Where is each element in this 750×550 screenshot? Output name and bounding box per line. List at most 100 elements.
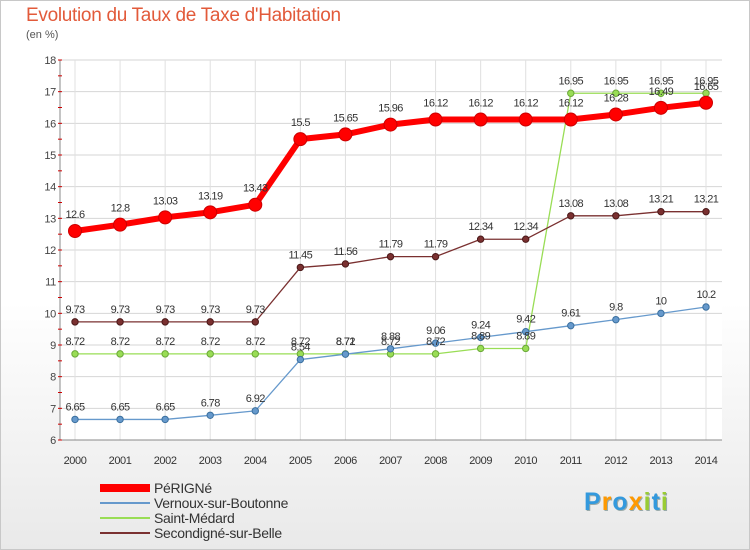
data-label: 13.08 [559,198,584,210]
logo-letter: i [643,488,652,516]
data-point [116,415,124,424]
data-point [522,235,530,243]
y-tick-label: 16 [44,118,56,130]
data-point [699,95,713,110]
data-label: 9.73 [111,304,130,316]
data-label: 8.89 [516,330,535,342]
y-tick-label: 15 [44,150,56,162]
data-label: 9.73 [156,304,175,316]
y-tick-label: 17 [44,87,56,99]
chart-title: Evolution du Taux de Taxe d'Habitation [26,5,341,26]
data-point [113,217,128,232]
data-label: 6.78 [201,397,220,409]
data-point [341,350,350,358]
legend-item: Vernoux-sur-Boutonne [100,494,289,511]
data-label: 8.72 [65,336,84,348]
data-point [612,315,620,324]
y-tick-label: 11 [45,277,56,289]
data-point [383,117,398,132]
data-point [206,318,214,326]
data-point [608,107,623,122]
data-label: 16.28 [604,92,629,104]
data-point [563,112,578,127]
data-label: 12.6 [65,209,84,221]
data-label: 8.72 [426,336,445,348]
data-label: 6.65 [156,401,175,413]
x-tick-label: 2001 [109,455,132,467]
legend-label: Secondigné-sur-Belle [154,524,282,541]
x-tick-label: 2013 [649,455,672,467]
data-label: 16.65 [694,81,719,93]
x-tick-label: 2014 [695,455,718,467]
data-label: 9.06 [426,325,445,337]
data-label: 11.56 [334,246,358,258]
x-tick-label: 2012 [604,455,627,467]
x-tick-label: 2005 [289,455,312,467]
data-point [567,212,575,220]
data-point [431,252,440,261]
data-label: 13.43 [243,183,268,195]
data-label: 10 [655,295,667,307]
data-point [296,355,305,364]
legend-label: PéRIGNé [154,479,212,496]
data-point [657,207,665,216]
data-point [203,205,218,220]
data-label: 11.45 [288,249,312,261]
chart-legend: PéRIGNé Vernoux-sur-Boutonne Saint-Médard S… [100,479,289,541]
data-label: 16.95 [649,75,674,87]
data-label: 8.72 [336,336,355,348]
legend-label: Vernoux-sur-Boutonne [154,494,289,511]
data-point [476,235,485,243]
data-point [522,344,530,353]
data-point [476,344,485,353]
y-tick-label: 10 [44,308,56,320]
data-point [161,318,169,326]
legend-swatch [100,501,150,504]
data-point [612,89,620,97]
data-label: 15.96 [378,103,403,115]
data-label: 16.95 [559,75,584,87]
data-point [567,89,575,97]
data-label: 13.08 [604,198,629,210]
data-label: 16.12 [513,98,538,110]
data-point [473,112,488,127]
data-label: 11.79 [424,239,448,251]
data-label: 16.12 [468,98,493,110]
data-point [116,318,124,326]
data-point [657,309,665,318]
x-tick-label: 2008 [424,455,447,467]
data-point [71,350,79,358]
data-label: 16.12 [423,98,448,110]
logo-letter: x [628,488,644,516]
data-point [296,263,305,272]
data-label: 9.42 [516,314,535,326]
data-label: 12.34 [513,221,538,233]
data-point [248,197,263,212]
data-label: 6.92 [246,393,265,405]
data-point [251,407,259,415]
data-point [431,339,440,347]
data-label: 9.24 [471,319,490,331]
data-label: 13.19 [198,190,223,202]
data-point [71,415,79,424]
logo-letter: r [601,488,613,516]
data-label: 6.65 [65,401,84,413]
legend-item: PéRIGNé [100,479,288,496]
data-label: 8.89 [471,330,490,342]
data-label: 12.34 [468,221,493,233]
data-point [206,350,214,358]
data-point [702,207,710,216]
data-label: 16.95 [604,75,629,87]
chart-unit-label: (en %) [26,29,59,41]
data-point [293,132,308,147]
data-label: 8.72 [156,336,175,348]
legend-swatch [100,531,150,534]
data-point [158,210,173,225]
data-point [428,112,443,127]
data-point [251,318,259,326]
data-point [251,350,259,358]
data-label: 11.79 [379,239,403,251]
x-tick-label: 2002 [154,455,177,467]
data-label: 8.72 [291,336,310,348]
data-label: 15.5 [291,117,310,129]
